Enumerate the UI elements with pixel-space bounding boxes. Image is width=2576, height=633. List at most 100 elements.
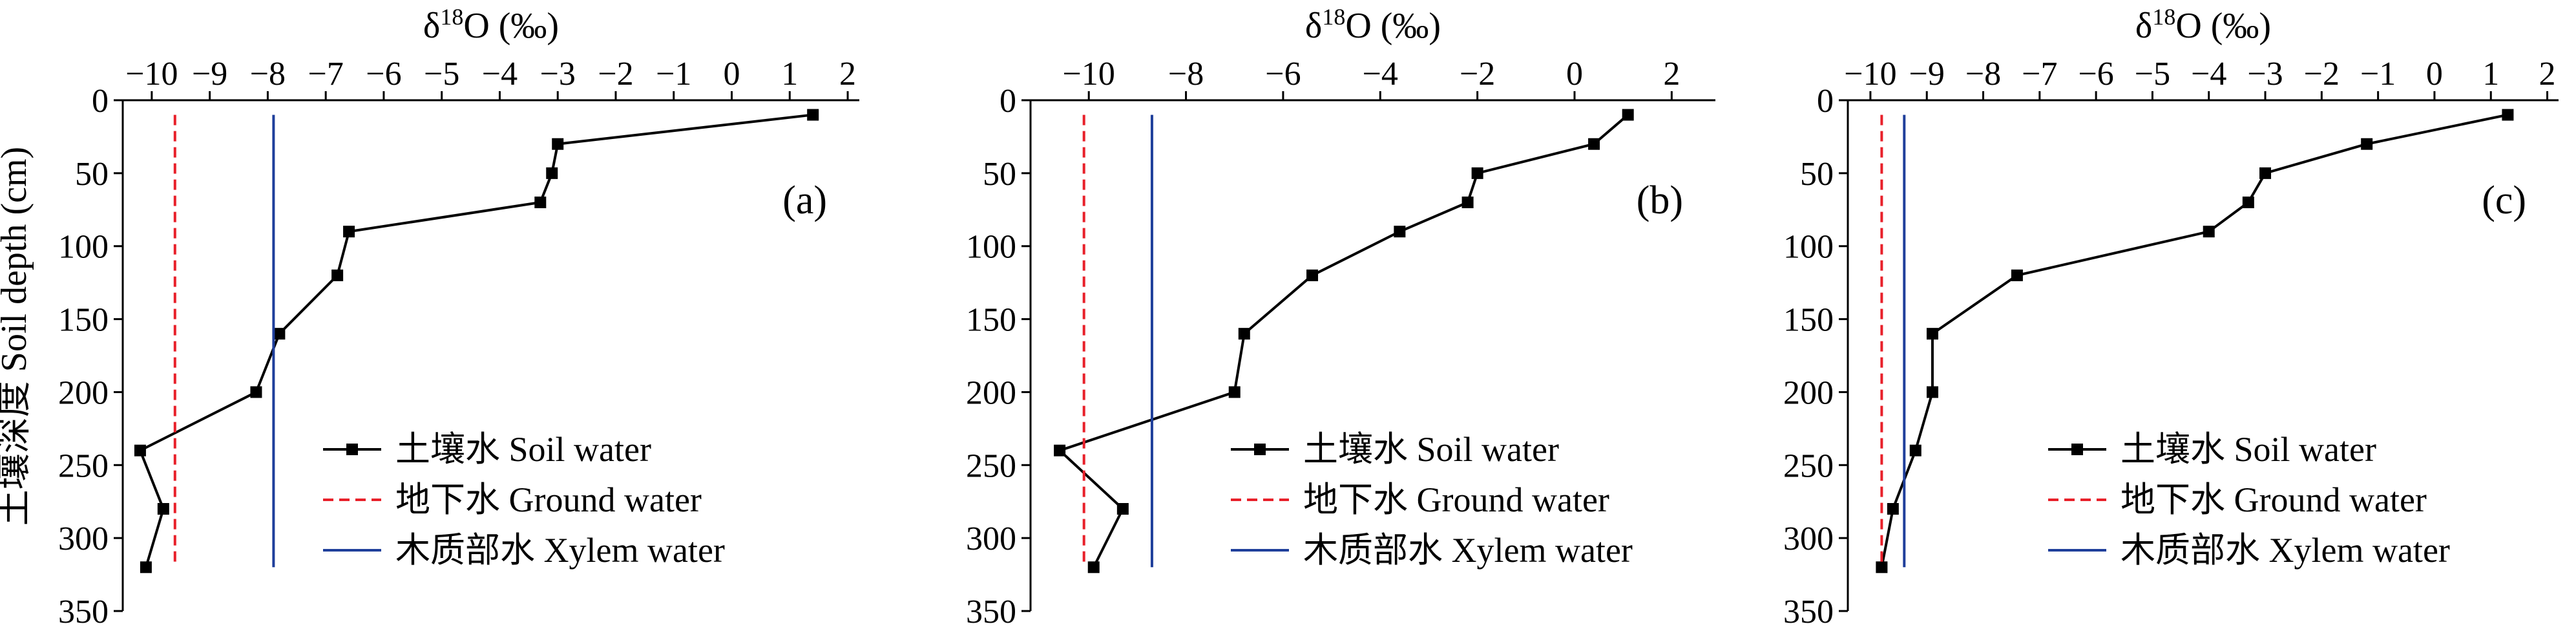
x-tick-label: −1 — [656, 56, 691, 92]
x-tick-label: −2 — [1460, 56, 1495, 92]
legend-xylem-label: 木质部水 Xylem water — [1303, 531, 1633, 570]
legend-ground-label: 地下水 Ground water — [395, 480, 702, 519]
soil-water-point — [343, 226, 355, 238]
legend: 土壤水 Soil water 地下水 Ground water 木质部水 Xylem… — [2048, 430, 2450, 570]
soil-water-point — [331, 269, 344, 281]
soil-water-point — [2502, 109, 2514, 121]
soil-water-point — [157, 503, 169, 515]
legend: 土壤水 Soil water 地下水 Ground water 木质部水 Xylem… — [323, 430, 725, 570]
x-tick-label: −8 — [1965, 56, 2001, 92]
soil-water-point — [1054, 444, 1066, 456]
y-tick-label: 350 — [58, 594, 109, 630]
x-tick-label: 2 — [839, 56, 856, 92]
x-tick-label: 0 — [1566, 56, 1583, 92]
x-tick-label: −2 — [2304, 56, 2340, 92]
soil-water-point — [1926, 328, 1938, 340]
chart-panel-3: −10 −9 −8 −7 −6 −5 −4 −3 −2 −1 0 1 20501001502002503… — [1783, 4, 2559, 630]
legend-xylem-label: 木质部水 Xylem water — [2120, 531, 2450, 570]
x-tick-label: −4 — [2191, 56, 2226, 92]
x-tick-label: −8 — [250, 56, 286, 92]
soil-water-point — [1471, 167, 1483, 179]
chart-panel-2: −10 −8 −6 −4 −2 0 2 0 50 100 150 200 250 300 350 δ18O (… — [966, 4, 1715, 630]
legend-xylem-label: 木质部水 Xylem water — [395, 531, 725, 570]
x-tick-label: −10 — [1063, 56, 1115, 92]
y-tick-label: 300 — [58, 520, 109, 557]
y-tick-label: 50 — [983, 156, 1016, 193]
x-tick-label: −6 — [2078, 56, 2113, 92]
soil-water-point — [1228, 386, 1241, 398]
x-tick-label: 1 — [2482, 56, 2499, 92]
y-tick-label: 250 — [966, 447, 1016, 484]
y-tick-label: 150 — [58, 302, 109, 339]
x-tick-label: −4 — [482, 56, 518, 92]
soil-water-point — [1087, 561, 1100, 574]
x-tick-label: −9 — [1909, 56, 1945, 92]
y-tick-label: 200 — [966, 374, 1016, 411]
soil-water-point — [273, 328, 286, 340]
legend-ground-label: 地下水 Ground water — [2120, 480, 2427, 519]
y-tick-label: 150 — [966, 302, 1016, 339]
x-axis-title: δ18O (‰) — [2135, 4, 2271, 46]
y-tick-label: 50 — [1800, 156, 1834, 193]
soil-water-point — [2259, 167, 2272, 179]
y-tick-label: 300 — [966, 520, 1016, 557]
x-tick-label: −6 — [1265, 56, 1301, 92]
x-tick-label: −9 — [192, 56, 227, 92]
x-tick-label: −7 — [2022, 56, 2057, 92]
y-tick-label: 0 — [92, 83, 109, 120]
soil-water-point — [140, 561, 152, 574]
soil-water-point — [1887, 503, 1899, 515]
legend: 土壤水 Soil water 地下水 Ground water 木质部水 Xylem… — [1231, 430, 1633, 570]
soil-water-point — [1622, 109, 1634, 121]
soil-water-point — [1238, 328, 1250, 340]
y-tick-label: 100 — [58, 229, 109, 266]
x-tick-label: −5 — [424, 56, 459, 92]
legend-soil-marker — [2071, 444, 2083, 455]
legend-soil-marker — [1254, 444, 1266, 455]
panel-label: (a) — [782, 178, 827, 222]
y-tick-label: 150 — [1783, 302, 1834, 339]
soil-water-point — [1876, 561, 1888, 574]
soil-water-point — [534, 197, 547, 208]
y-tick-label: 50 — [75, 156, 109, 193]
soil-water-point — [1116, 503, 1129, 515]
soil-water-point — [250, 386, 262, 398]
x-tick-label: −3 — [2247, 56, 2283, 92]
soil-water-point — [552, 138, 564, 150]
x-axis-title: δ18O (‰) — [423, 4, 559, 46]
soil-water-point — [1588, 138, 1600, 150]
y-axis-title: 土壤深度 Soil depth (cm) — [0, 147, 34, 526]
soil-water-point — [1306, 269, 1319, 281]
soil-water-point — [2203, 226, 2215, 238]
legend-soil-label: 土壤水 Soil water — [2120, 430, 2376, 469]
x-tick-label: −10 — [1844, 56, 1896, 92]
y-tick-label: 0 — [1817, 83, 1834, 120]
legend-soil-marker — [346, 444, 358, 455]
soil-water-point — [2011, 269, 2023, 281]
y-tick-label: 300 — [1783, 520, 1834, 557]
x-tick-label: 2 — [1663, 56, 1680, 92]
soil-water-point — [1926, 386, 1938, 398]
soil-water-point — [546, 167, 558, 179]
x-tick-label: −6 — [366, 56, 401, 92]
y-tick-label: 100 — [966, 229, 1016, 266]
x-axis-title: δ18O (‰) — [1305, 4, 1441, 46]
soil-water-point — [1909, 444, 1922, 456]
x-tick-label: −1 — [2360, 56, 2396, 92]
x-tick-label: 2 — [2539, 56, 2556, 92]
soil-water-point — [2361, 138, 2373, 150]
legend-soil-label: 土壤水 Soil water — [395, 430, 651, 469]
panels: −10 −9 −8 −7 −6 −5 −4 −3 −2 −1 0 1 20501001502002503… — [58, 4, 2559, 630]
soil-water-point — [1461, 197, 1474, 208]
y-tick-label: 100 — [1783, 229, 1834, 266]
y-tick-label: 200 — [58, 374, 109, 411]
x-tick-label: 1 — [781, 56, 798, 92]
y-tick-label: 350 — [966, 594, 1016, 630]
soil-water-point — [134, 444, 146, 456]
x-tick-label: −4 — [1363, 56, 1398, 92]
legend-ground-label: 地下水 Ground water — [1303, 480, 1609, 519]
x-tick-label: −5 — [2135, 56, 2170, 92]
chart-panel-1: −10 −9 −8 −7 −6 −5 −4 −3 −2 −1 0 1 20501001502002503… — [58, 4, 859, 630]
panel-label: (c) — [2482, 178, 2526, 222]
